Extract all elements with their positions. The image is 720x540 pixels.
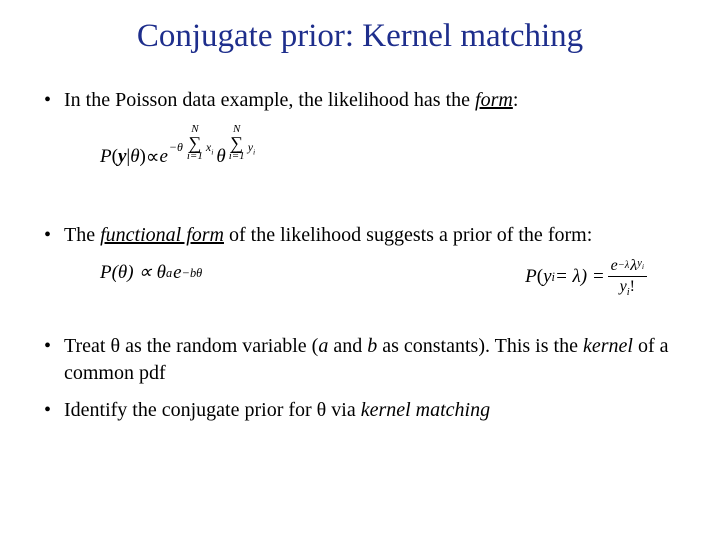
bullet-3: Treat θ as the random variable (a and b … (40, 333, 680, 387)
f2b-den-y: y (620, 278, 627, 295)
bullet-2-text-c: of the likelihood suggests a prior of th… (224, 224, 592, 246)
bullet-3-text-f: kernel (583, 335, 633, 357)
f1-exp2-ysub: i (253, 147, 255, 156)
bullet-3-text-e: as constants). This is the (377, 335, 583, 357)
f2b-eq: = λ) = (555, 266, 605, 288)
f2a-e: e (173, 262, 181, 284)
f2b-num: e−λλyi (608, 257, 647, 277)
bullet-1: In the Poisson data example, the likelih… (40, 87, 680, 114)
formula-2-row: P(θ) ∝ θae−bθ P(yi = λ) = e−λλyi yi! (100, 261, 680, 305)
formula-1-content: P(y | θ) ∝ e −θ N ∑ i=1 xi θ N ∑ i=1 yi (100, 138, 256, 176)
f1-exp1-pre: −θ (169, 141, 183, 153)
f1-prop: ∝ (146, 146, 160, 169)
bullet-1-text-b: form (475, 89, 513, 111)
f1-exp1-xsub: i (211, 147, 213, 156)
slide-container: Conjugate prior: Kernel matching In the … (0, 0, 720, 540)
f1-exp1-sum: N ∑ i=1 (187, 124, 203, 162)
f2b-yi: y (543, 266, 551, 288)
bullet-1-text-c: : (513, 89, 519, 111)
f2a-lhs: P(θ) ∝ θ (100, 261, 166, 284)
f1-e: e (159, 146, 167, 168)
f1-P: P (100, 146, 112, 168)
f2b-num-lamsup: yi (637, 264, 644, 267)
bullet-2: The functional form of the likelihood su… (40, 222, 680, 249)
bullet-3-text-b: a (318, 335, 328, 357)
bullet-4-text-a: Identify the conjugate prior for θ via (64, 399, 361, 421)
f2b-frac: e−λλyi yi! (608, 257, 647, 296)
f1-theta2: θ (216, 146, 225, 168)
f2b-num-lamsup-i: i (642, 263, 644, 272)
bullet-list: In the Poisson data example, the likelih… (40, 87, 680, 114)
f1-exp1: −θ N ∑ i=1 xi (169, 128, 213, 166)
slide-title: Conjugate prior: Kernel matching (40, 18, 680, 55)
bullet-list-2: The functional form of the likelihood su… (40, 222, 680, 249)
bullet-list-3: Treat θ as the random variable (a and b … (40, 333, 680, 424)
f1-exp1-bot: i=1 (187, 151, 203, 162)
f2b-den: yi! (617, 277, 638, 296)
bullet-2-text-b: functional form (100, 224, 224, 246)
f1-theta: θ (130, 146, 139, 168)
bullet-4: Identify the conjugate prior for θ via k… (40, 397, 680, 424)
bullet-3-text-d: b (367, 335, 377, 357)
f1-exp1-sigma: ∑ (188, 135, 201, 151)
formula-2b: P(yi = λ) = e−λλyi yi! (525, 257, 650, 296)
bullet-3-text-a: Treat θ as the random variable ( (64, 335, 318, 357)
f1-exp2-sum: N ∑ i=1 (229, 124, 245, 162)
formula-2a: P(θ) ∝ θae−bθ (100, 261, 202, 284)
f2b-den-fact: ! (630, 278, 635, 295)
bullet-1-text-a: In the Poisson data example, the likelih… (64, 89, 475, 111)
bullet-4-text-b: kernel matching (361, 399, 490, 421)
bullet-2-text-a: The (64, 224, 100, 246)
f1-exp2-yi: yi (248, 141, 256, 153)
f1-exp1-xi: xi (206, 141, 214, 153)
formula-1: P(y | θ) ∝ e −θ N ∑ i=1 xi θ N ∑ i=1 yi (100, 138, 680, 200)
f1-y: y (118, 146, 126, 168)
f1-exp2-sigma: ∑ (230, 135, 243, 151)
bullet-3-text-c: and (328, 335, 367, 357)
f2b-num-e: e (611, 257, 618, 275)
f2b-P: P (525, 266, 537, 288)
f1-exp2: N ∑ i=1 yi (227, 128, 255, 166)
f1-exp2-bot: i=1 (229, 151, 245, 162)
